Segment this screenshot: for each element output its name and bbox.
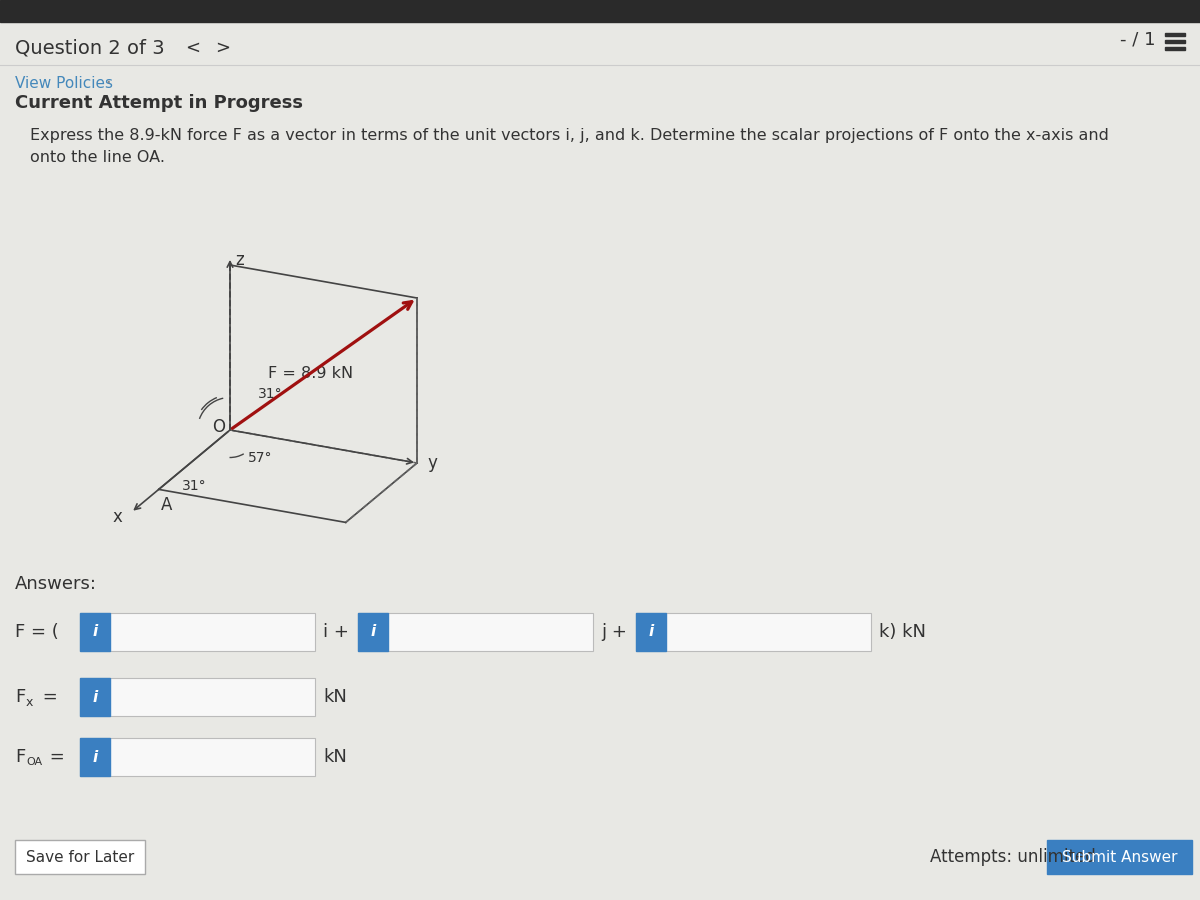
Text: Attempts: unlimited: Attempts: unlimited [930, 848, 1096, 866]
Text: =: = [37, 688, 58, 706]
Text: kN: kN [323, 688, 347, 706]
Bar [1165, 40, 1186, 42]
Text: kN: kN [323, 748, 347, 766]
Text: onto the line OA.: onto the line OA. [30, 150, 166, 165]
Text: F = (: F = ( [14, 623, 59, 641]
Text: i +: i + [323, 623, 349, 641]
Text: OA: OA [26, 757, 42, 767]
Text: O: O [212, 418, 226, 436]
Bar [358, 613, 388, 651]
Bar [636, 613, 666, 651]
Bar [80, 678, 314, 716]
Text: i: i [92, 750, 97, 764]
Text: View Policies: View Policies [14, 76, 113, 91]
Bar [0, 0, 1200, 22]
Text: =: = [44, 748, 65, 766]
Bar [80, 613, 110, 651]
Text: - / 1: - / 1 [1120, 31, 1156, 49]
Bar [1046, 840, 1192, 874]
Text: >: > [215, 39, 230, 57]
Text: <: < [185, 39, 200, 57]
Text: Answers:: Answers: [14, 575, 97, 593]
Text: x: x [26, 696, 34, 708]
Text: z: z [235, 251, 244, 269]
Bar [358, 613, 593, 651]
Text: i: i [648, 625, 654, 640]
Bar [80, 678, 110, 716]
Text: F: F [14, 748, 25, 766]
Text: x: x [113, 508, 122, 526]
Bar [80, 738, 314, 776]
Text: 31°: 31° [258, 387, 283, 401]
Text: F = 8.9 kN: F = 8.9 kN [269, 366, 354, 382]
Bar [80, 613, 314, 651]
Text: k) kN: k) kN [878, 623, 926, 641]
Text: 57°: 57° [248, 451, 272, 465]
Text: Express the 8.9-kN force F as a vector in terms of the unit vectors i, j, and k.: Express the 8.9-kN force F as a vector i… [30, 128, 1109, 143]
Bar [80, 738, 110, 776]
Text: i: i [371, 625, 376, 640]
Text: i: i [92, 625, 97, 640]
Text: F: F [14, 688, 25, 706]
Text: Current Attempt in Progress: Current Attempt in Progress [14, 94, 302, 112]
Text: i: i [92, 689, 97, 705]
Text: ·: · [106, 74, 110, 92]
Bar [1165, 47, 1186, 50]
Text: y: y [427, 454, 437, 472]
Text: 31°: 31° [182, 479, 206, 493]
Text: Save for Later: Save for Later [26, 850, 134, 865]
Bar [14, 840, 145, 874]
Bar [1165, 33, 1186, 35]
Bar [636, 613, 871, 651]
Text: Question 2 of 3: Question 2 of 3 [14, 39, 164, 58]
Text: Submit Answer: Submit Answer [1062, 850, 1177, 865]
Text: A: A [161, 497, 172, 515]
Text: j +: j + [601, 623, 626, 641]
